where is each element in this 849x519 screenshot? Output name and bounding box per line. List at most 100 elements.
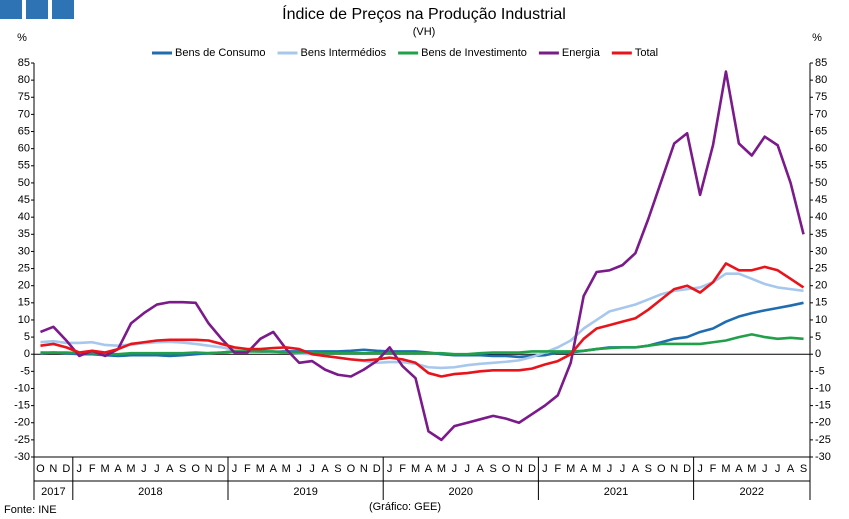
y2-tick-label: 20 [815, 280, 827, 292]
x-tick-label: D [528, 463, 536, 475]
legend-label: Bens de Investimento [421, 47, 527, 59]
y2-tick-label: 75 [815, 91, 827, 103]
y-tick-label: -10 [14, 382, 30, 394]
x-tick-label: F [399, 463, 406, 475]
x-tick-label: D [373, 463, 381, 475]
legend-label: Bens de Consumo [175, 47, 266, 59]
x-tick-label: D [683, 463, 691, 475]
y-tick-label: -20 [14, 417, 30, 429]
y-tick-label: 30 [18, 245, 30, 257]
credit: (Gráfico: GEE) [369, 501, 441, 513]
x-tick-label: A [425, 463, 433, 475]
x-tick-label: J [465, 463, 471, 475]
x-tick-label: S [645, 463, 652, 475]
x-tick-label: N [515, 463, 523, 475]
x-tick-label: J [387, 463, 393, 475]
x-tick-label: J [697, 463, 703, 475]
y2-tick-label: 30 [815, 245, 827, 257]
x-tick-label: J [296, 463, 302, 475]
x-tick-label: O [657, 463, 666, 475]
x-tick-label: J [620, 463, 626, 475]
y-tick-label: -25 [14, 434, 30, 446]
legend-label: Bens Intermédios [301, 47, 387, 59]
x-tick-label: M [282, 463, 291, 475]
x-tick-label: J [77, 463, 83, 475]
series-line [40, 301, 804, 359]
x-tick-label: A [580, 463, 588, 475]
x-group-label: 2017 [41, 486, 65, 498]
y2-tick-label: 0 [815, 348, 821, 360]
x-tick-label: N [49, 463, 57, 475]
x-tick-label: A [270, 463, 278, 475]
x-tick-label: S [489, 463, 496, 475]
source: Fonte: INE [4, 504, 57, 516]
x-tick-label: A [321, 463, 329, 475]
x-tick-label: J [542, 463, 548, 475]
x-tick-label: A [632, 463, 640, 475]
y-tick-label: -5 [20, 365, 30, 377]
y-tick-label: 10 [18, 314, 30, 326]
y2-tick-label: -15 [815, 400, 831, 412]
x-tick-label: J [452, 463, 458, 475]
y-tick-label: 45 [18, 194, 30, 206]
y-tick-label: 25 [18, 262, 30, 274]
y2-tick-label: 35 [815, 228, 827, 240]
y2-tick-label: 50 [815, 177, 827, 189]
y-tick-label: 20 [18, 280, 30, 292]
x-tick-label: J [141, 463, 147, 475]
y-unit: % [17, 32, 27, 44]
y2-tick-label: 10 [815, 314, 827, 326]
x-group-label: 2022 [740, 486, 764, 498]
series-line [39, 70, 805, 442]
x-tick-label: O [36, 463, 45, 475]
x-tick-label: A [166, 463, 174, 475]
y2-tick-label: 5 [815, 331, 821, 343]
x-tick-label: S [334, 463, 341, 475]
x-tick-label: M [126, 463, 135, 475]
y-tick-label: 55 [18, 160, 30, 172]
x-tick-label: M [566, 463, 575, 475]
legend-label: Energia [562, 47, 601, 59]
x-tick-label: J [775, 463, 781, 475]
x-tick-label: M [747, 463, 756, 475]
x-tick-label: A [787, 463, 795, 475]
y-tick-label: 50 [18, 177, 30, 189]
y-tick-label: 15 [18, 297, 30, 309]
x-tick-label: D [62, 463, 70, 475]
y-tick-label: 5 [24, 331, 30, 343]
x-tick-label: N [360, 463, 368, 475]
y-tick-label: 70 [18, 108, 30, 120]
x-tick-label: J [309, 463, 315, 475]
legend-label: Total [635, 47, 658, 59]
x-tick-label: J [232, 463, 238, 475]
y2-tick-label: -5 [815, 365, 825, 377]
y2-tick-label: 55 [815, 160, 827, 172]
y2-tick-label: 70 [815, 108, 827, 120]
y2-unit: % [812, 32, 822, 44]
x-group-label: 2021 [604, 486, 628, 498]
y2-tick-label: 85 [815, 57, 827, 69]
x-tick-label: M [256, 463, 265, 475]
x-tick-label: F [89, 463, 96, 475]
x-tick-label: M [411, 463, 420, 475]
x-tick-label: F [710, 463, 717, 475]
y-tick-label: 60 [18, 143, 30, 155]
x-tick-label: A [477, 463, 485, 475]
y-tick-label: 75 [18, 91, 30, 103]
chart-subtitle: (VH) [413, 26, 436, 38]
y2-tick-label: 60 [815, 143, 827, 155]
logo-square [52, 0, 74, 19]
x-tick-label: O [347, 463, 356, 475]
y-tick-label: 35 [18, 228, 30, 240]
y-tick-label: -15 [14, 400, 30, 412]
x-tick-label: O [502, 463, 511, 475]
chart-title: Índice de Preços na Produção Industrial [282, 4, 566, 23]
y2-tick-label: -10 [815, 382, 831, 394]
x-tick-label: M [592, 463, 601, 475]
x-tick-label: J [762, 463, 768, 475]
x-tick-label: N [670, 463, 678, 475]
y2-tick-label: 80 [815, 74, 827, 86]
x-tick-label: O [191, 463, 200, 475]
y2-tick-label: 45 [815, 194, 827, 206]
